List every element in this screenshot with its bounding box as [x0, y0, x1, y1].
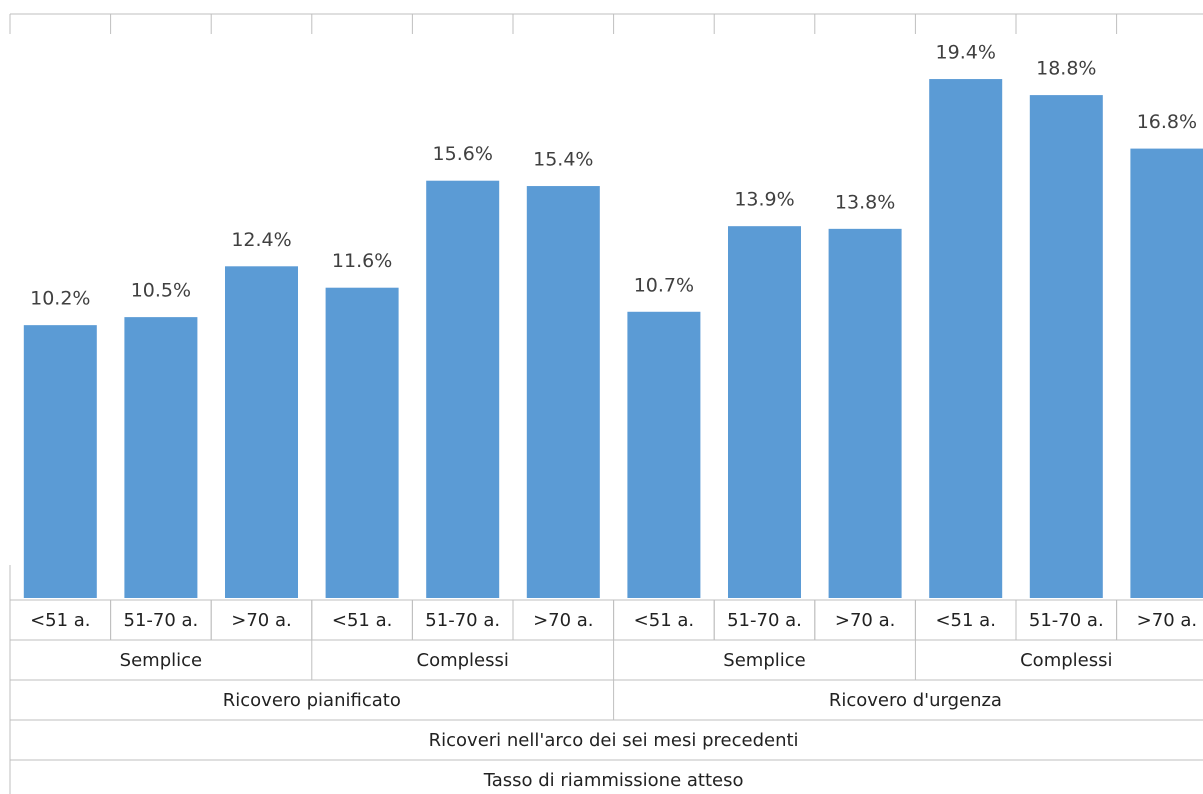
data-label: 13.9% — [734, 189, 794, 211]
category-label: Ricovero pianificato — [223, 690, 401, 711]
bar — [225, 266, 298, 598]
bar — [526, 186, 600, 599]
category-label: 51-70 a. — [1029, 610, 1104, 631]
category-label: >70 a. — [231, 610, 291, 631]
bar — [828, 228, 902, 598]
data-label: 11.6% — [332, 250, 392, 272]
data-label: 16.8% — [1137, 111, 1197, 133]
category-label: >70 a. — [835, 610, 895, 631]
bar — [325, 287, 399, 598]
bar — [124, 317, 198, 598]
data-label: 10.5% — [131, 280, 191, 302]
bar — [23, 325, 97, 598]
category-label: Ricovero d'urgenza — [829, 690, 1002, 711]
category-label: Semplice — [723, 650, 805, 671]
bar — [426, 180, 500, 598]
data-label: 12.4% — [231, 229, 291, 251]
data-label: 13.8% — [835, 191, 895, 213]
bar — [929, 79, 1003, 599]
category-label: <51 a. — [30, 610, 90, 631]
category-label: 51-70 a. — [425, 610, 500, 631]
data-label: 19.4% — [936, 42, 996, 64]
category-label: >70 a. — [533, 610, 593, 631]
data-label: 15.6% — [433, 143, 493, 165]
data-label: 18.8% — [1036, 58, 1096, 80]
category-label: <51 a. — [634, 610, 694, 631]
category-label: 51-70 a. — [727, 610, 802, 631]
data-label: 15.4% — [533, 149, 593, 171]
category-label: 51-70 a. — [124, 610, 199, 631]
category-label: <51 a. — [332, 610, 392, 631]
category-label: <51 a. — [935, 610, 995, 631]
bar — [1130, 148, 1203, 598]
bar — [1029, 95, 1103, 598]
data-label: 10.2% — [30, 288, 90, 310]
data-label: 10.7% — [634, 274, 694, 296]
category-label: Complessi — [417, 650, 509, 671]
category-label: >70 a. — [1137, 610, 1197, 631]
category-label: Complessi — [1020, 650, 1112, 671]
category-label: Semplice — [120, 650, 202, 671]
bar — [728, 226, 801, 599]
axis-label: Ricoveri nell'arco dei sei mesi preceden… — [429, 730, 799, 751]
chart-title: Tasso di riammissione atteso — [483, 770, 744, 791]
bar — [627, 311, 701, 598]
